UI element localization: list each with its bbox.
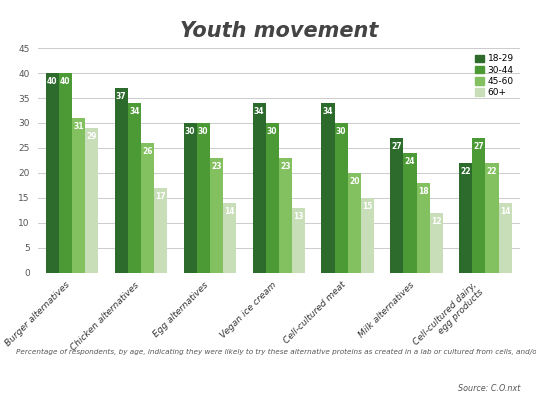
Bar bbox=[404, 153, 416, 273]
Text: Percentage of respondents, by age, indicating they were likely to try these alte: Percentage of respondents, by age, indic… bbox=[16, 349, 536, 355]
Bar bbox=[59, 73, 72, 273]
Legend: 18-29, 30-44, 45-60, 60+: 18-29, 30-44, 45-60, 60+ bbox=[473, 53, 516, 99]
Bar bbox=[279, 158, 292, 273]
Bar bbox=[197, 123, 210, 273]
Bar bbox=[486, 163, 498, 273]
Text: 22: 22 bbox=[460, 167, 471, 176]
Text: 30: 30 bbox=[198, 127, 209, 136]
Text: 34: 34 bbox=[254, 107, 264, 116]
Bar bbox=[498, 203, 512, 273]
Bar bbox=[184, 123, 197, 273]
Text: 29: 29 bbox=[86, 132, 97, 141]
Bar bbox=[390, 138, 404, 273]
Bar bbox=[472, 138, 486, 273]
Text: 37: 37 bbox=[116, 92, 126, 101]
Bar bbox=[334, 123, 348, 273]
Text: 23: 23 bbox=[280, 162, 291, 171]
Text: 22: 22 bbox=[487, 167, 497, 176]
Bar bbox=[210, 158, 223, 273]
Text: 31: 31 bbox=[73, 122, 84, 131]
Text: 40: 40 bbox=[47, 77, 57, 86]
Text: 26: 26 bbox=[142, 147, 153, 156]
Text: 17: 17 bbox=[155, 192, 166, 201]
Bar bbox=[115, 88, 128, 273]
Bar bbox=[46, 73, 59, 273]
Text: 34: 34 bbox=[129, 107, 139, 116]
Bar bbox=[154, 188, 167, 273]
Bar bbox=[459, 163, 472, 273]
Text: 34: 34 bbox=[323, 107, 333, 116]
Bar bbox=[252, 103, 266, 273]
Bar bbox=[361, 198, 374, 273]
Text: 30: 30 bbox=[267, 127, 278, 136]
Text: Source: C.O.nxt: Source: C.O.nxt bbox=[458, 384, 520, 393]
Bar bbox=[128, 103, 141, 273]
Bar bbox=[141, 143, 154, 273]
Text: 12: 12 bbox=[431, 217, 442, 226]
Bar bbox=[223, 203, 236, 273]
Bar bbox=[430, 213, 443, 273]
Text: 30: 30 bbox=[185, 127, 196, 136]
Bar bbox=[348, 173, 361, 273]
Bar bbox=[416, 183, 430, 273]
Text: 40: 40 bbox=[60, 77, 71, 86]
Text: 14: 14 bbox=[500, 207, 510, 216]
Bar bbox=[266, 123, 279, 273]
Text: 14: 14 bbox=[224, 207, 235, 216]
Text: 27: 27 bbox=[392, 142, 402, 151]
Text: 30: 30 bbox=[336, 127, 346, 136]
Text: 24: 24 bbox=[405, 157, 415, 166]
Text: 18: 18 bbox=[418, 187, 428, 196]
Title: Youth movement: Youth movement bbox=[180, 21, 378, 41]
Bar bbox=[322, 103, 334, 273]
Text: 23: 23 bbox=[211, 162, 221, 171]
Bar bbox=[72, 118, 85, 273]
Text: 13: 13 bbox=[293, 212, 303, 221]
Bar bbox=[85, 128, 98, 273]
Text: 20: 20 bbox=[349, 177, 360, 186]
Bar bbox=[292, 208, 305, 273]
Text: 15: 15 bbox=[362, 202, 373, 211]
Text: 27: 27 bbox=[474, 142, 484, 151]
